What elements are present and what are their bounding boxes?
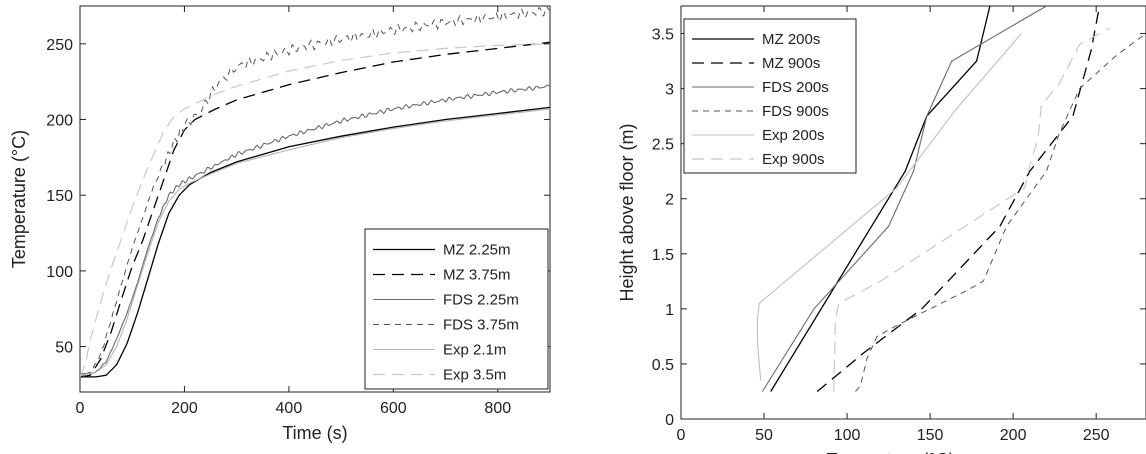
left-chart: 0 200 400 600 800 50 100 150 200 250 Time (s) Tempe… [9,5,551,443]
legend-label: FDS 200s [762,79,829,96]
x-tick-label: 0 [76,400,85,417]
x-tick-label: 800 [484,400,511,417]
x-tick-label: 150 [917,427,944,444]
series-line-mz-900s [816,6,1101,393]
y-tick-label: 2.5 [652,137,674,154]
y-tick-label: 1 [665,302,674,319]
legend-label: Exp 200s [762,127,825,144]
x-tick-label: 400 [276,400,303,417]
series-line-mz-3-75m [80,41,550,378]
y-axis-label: Temperature (°C) [9,130,29,268]
y-tick-label: 2 [665,192,674,209]
y-axis-label: Height above floor (m) [617,123,637,301]
legend-label: MZ 200s [762,31,820,48]
x-tick-label: 0 [677,427,686,444]
y-tick-label: 150 [46,188,73,205]
y-tick-label: 100 [46,264,73,281]
y-tick-label: 0 [665,412,674,429]
y-tick-label: 50 [55,340,73,357]
legend-label: FDS 3.75m [443,317,519,334]
x-tick-label: 200 [171,400,198,417]
x-tick-label: 200 [1000,427,1027,444]
legend-label: Exp 900s [762,151,825,168]
legend-label: FDS 2.25m [443,292,519,309]
x-axis-label: Temperture (°C) [826,450,954,454]
series-line-exp-2-1m [80,108,550,376]
legend-box [364,228,549,390]
series-line-fds-2-25m [80,84,550,375]
x-tick-label: 600 [380,400,407,417]
legend-label: MZ 900s [762,55,820,72]
legend-label: MZ 3.75m [443,267,511,284]
y-tick-label: 250 [46,37,73,54]
series-line-fds-200s [761,6,1047,392]
y-tick-label: 200 [46,113,73,130]
x-axis-label: Time (s) [282,423,347,443]
x-tick-label: 100 [834,427,861,444]
y-tick-label: 0.5 [652,357,674,374]
legend-box [683,18,857,174]
right-chart: 0 50 100 150 200 250 0 0.5 1 1.5 2 2.5 3 3.5 Tempertur… [617,5,1146,454]
legend: MZ 2.25m MZ 3.75m FDS 2.25m FDS 3.75m Exp 2.… [364,228,549,390]
plot-frame [79,5,551,393]
legend-label: Exp 2.1m [443,342,506,359]
x-tick-label: 250 [1083,427,1110,444]
x-tick-label: 50 [755,427,773,444]
series-group [756,6,1146,393]
series-line-exp-200s [756,33,1022,381]
legend-label: FDS 900s [762,103,829,120]
plot-frame [680,5,1146,420]
series-group [80,6,550,378]
legend: MZ 200s MZ 900s FDS 200s FDS 900s Exp 200s Ex… [683,18,857,174]
series-line-fds-3-75m [80,6,550,378]
series-line-exp-900s [833,27,1110,392]
series-line-fds-900s [855,33,1146,392]
series-line-mz-2-25m [80,106,550,378]
y-tick-label: 1.5 [652,247,674,264]
y-tick-label: 3 [665,82,674,99]
legend-label: Exp 3.5m [443,367,506,384]
legend-label: MZ 2.25m [443,242,511,259]
y-tick-label: 3.5 [652,27,674,44]
